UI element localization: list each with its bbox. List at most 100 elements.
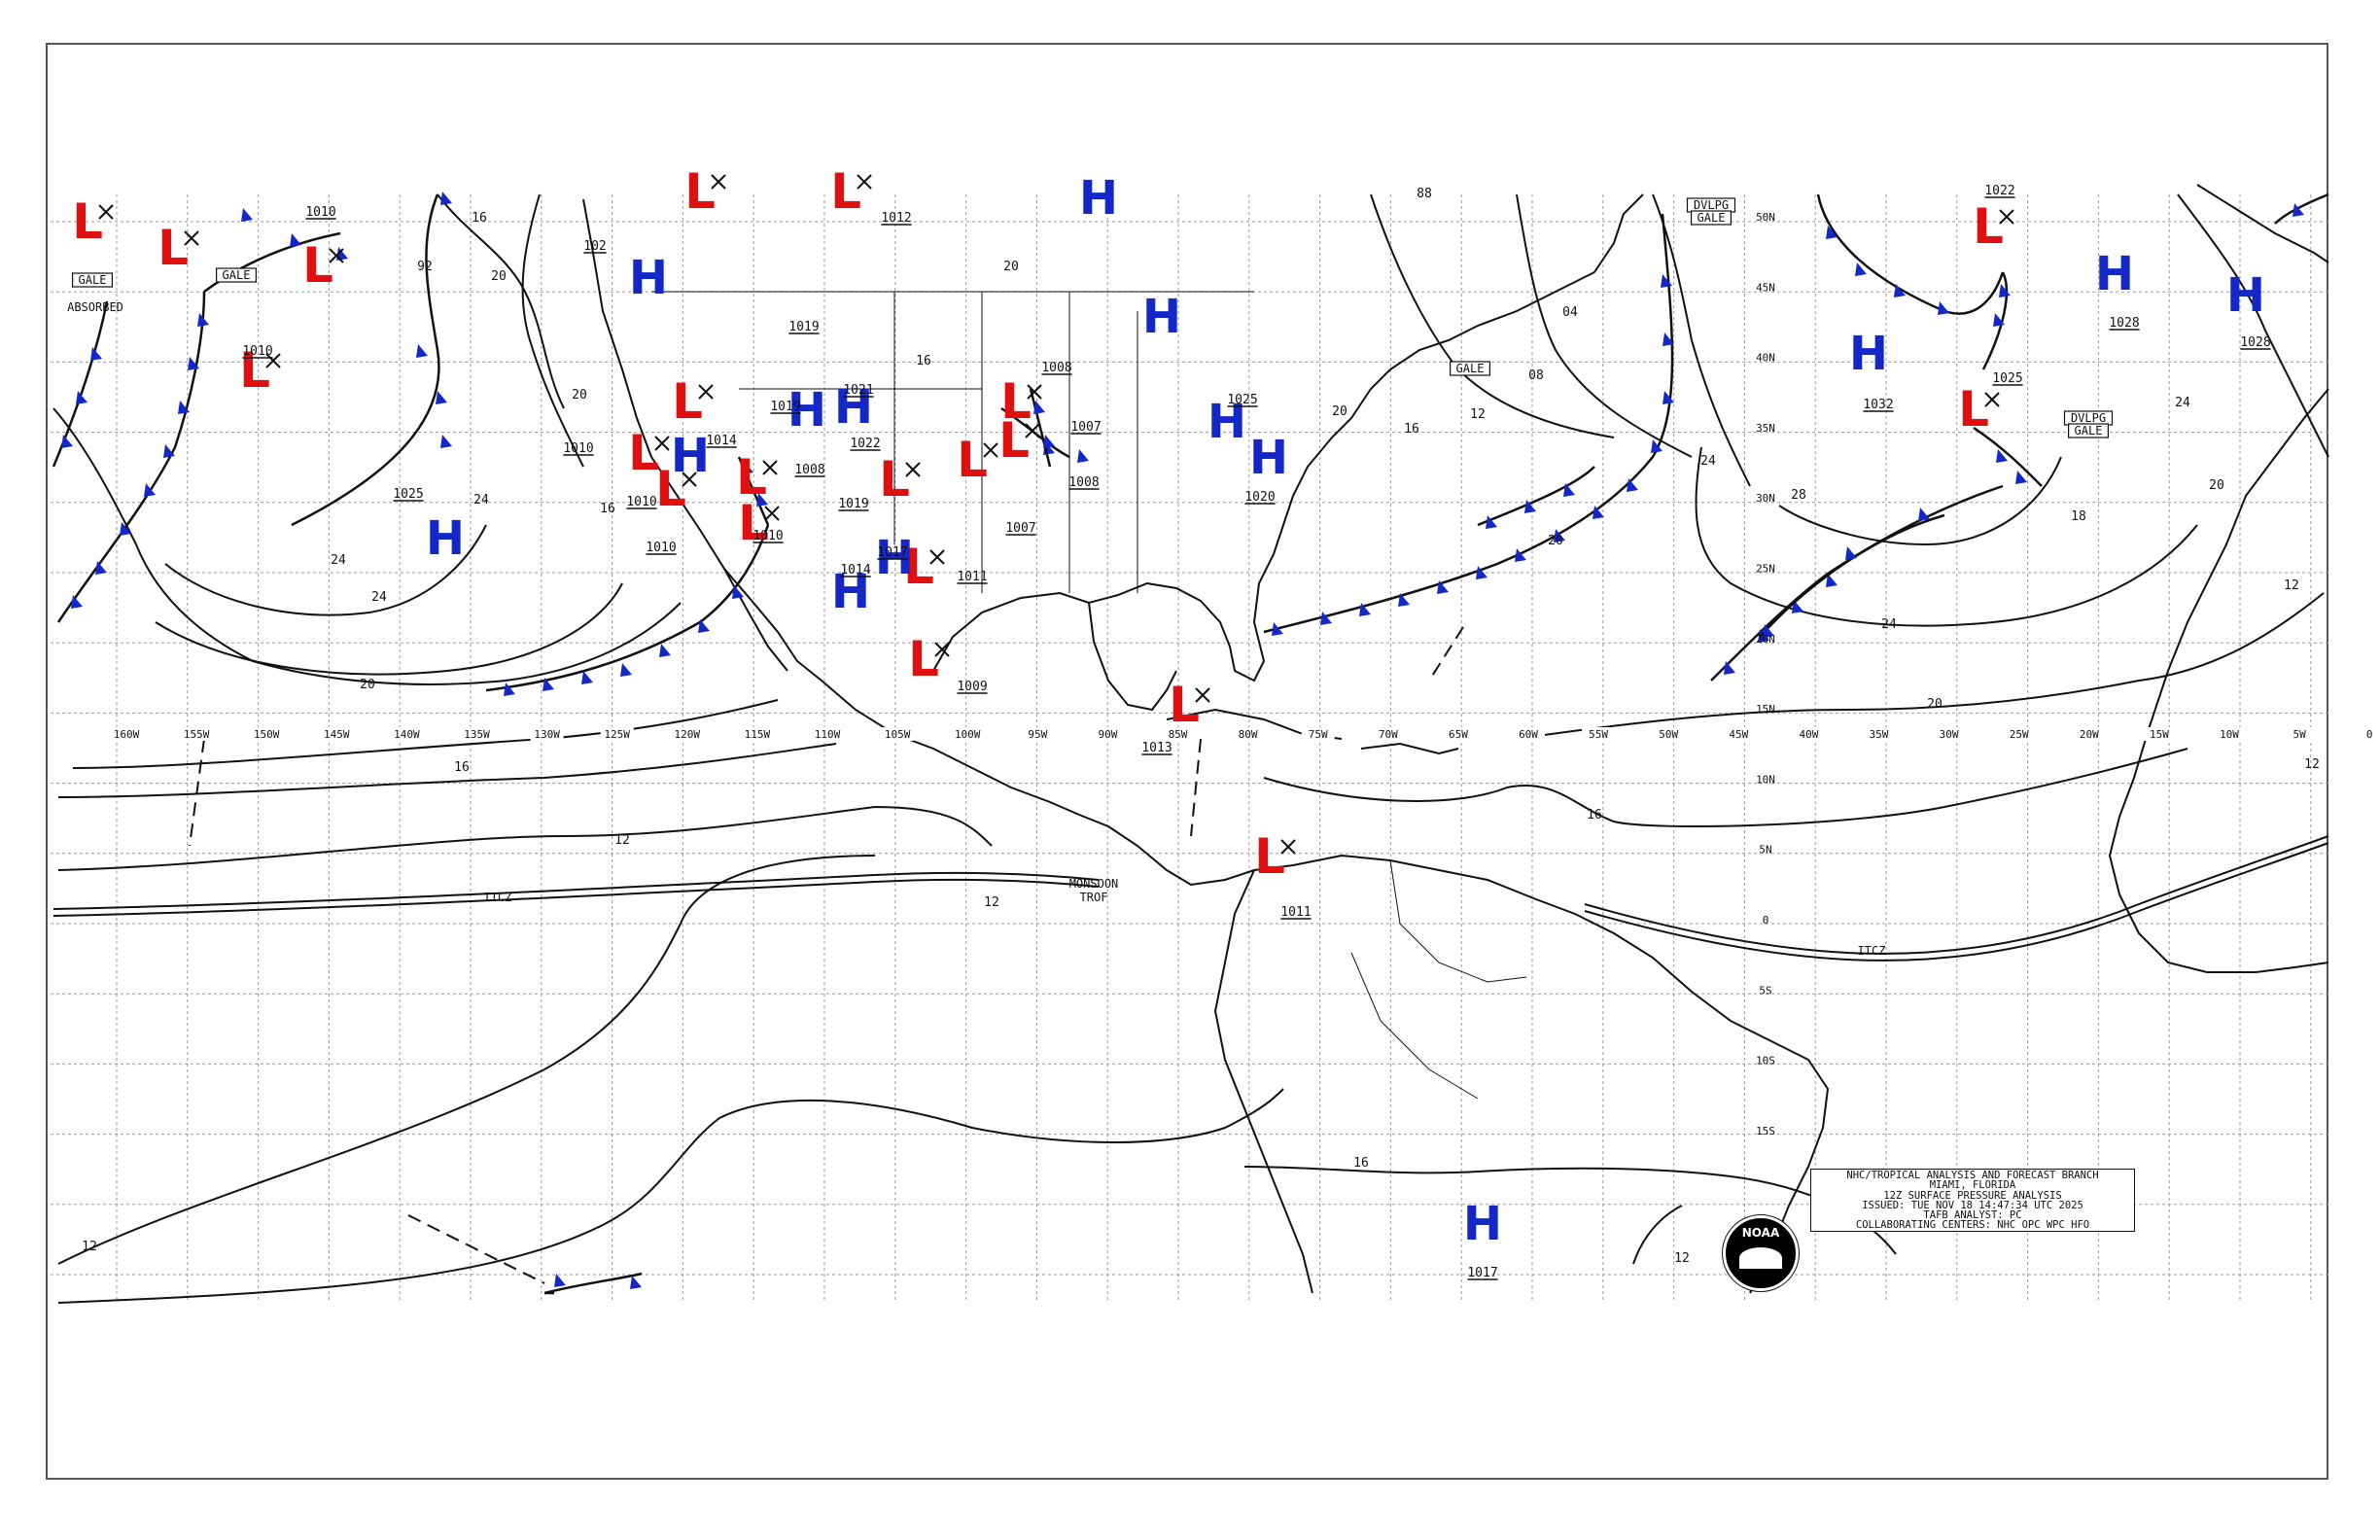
- lat-label: 45N: [1756, 281, 1775, 294]
- high-pressure-center: H: [2226, 268, 2265, 323]
- low-pressure-center: L: [302, 237, 333, 294]
- central-pressure: 1009: [957, 680, 987, 694]
- lon-label-box: [951, 727, 985, 741]
- cold-front-mark: [581, 671, 593, 684]
- feature-label: ABSORBED: [67, 300, 123, 314]
- lon-label: 95W: [1028, 728, 1047, 741]
- lon-label-box: [1371, 727, 1405, 741]
- lon-label: 60W: [1519, 728, 1538, 741]
- isobar-value: 12: [82, 1240, 97, 1254]
- lat-label: 15S: [1756, 1125, 1775, 1138]
- feature-label: MONSOON: [1069, 877, 1119, 891]
- lon-label: 0: [2366, 728, 2373, 741]
- low-pressure-center: L: [903, 539, 934, 595]
- central-pressure: 1025: [1992, 371, 2022, 386]
- lon-label-box: [2002, 727, 2036, 741]
- high-pressure-center: H: [834, 380, 873, 435]
- label-box: [1690, 210, 1732, 226]
- itcz-monsoon-trough: [52, 835, 2329, 962]
- coastlines: [582, 184, 2329, 1294]
- high-pressure-center: H: [1849, 327, 1888, 381]
- low-center-marker: [857, 174, 872, 190]
- isobar-value: 16: [1587, 808, 1602, 822]
- lon-label-box: [250, 727, 284, 741]
- isobar-value: 20: [1332, 404, 1348, 419]
- lon-label-box: [600, 727, 634, 741]
- cold-front-mark: [178, 401, 190, 414]
- cold-front-mark: [620, 663, 632, 677]
- isobar-value: 24: [473, 493, 489, 508]
- central-pressure: 1025: [1227, 393, 1257, 407]
- isobar-value: 20: [1003, 260, 1019, 274]
- cold-front-mark: [1999, 284, 2011, 298]
- cold-front-mark: [1661, 274, 1672, 288]
- map-frame: [46, 43, 2328, 1480]
- isobar-value: 28: [1791, 488, 1806, 503]
- boxed-label: GALE: [1456, 362, 1485, 375]
- lon-label-box: [2283, 727, 2317, 741]
- cold-front-mark: [659, 644, 671, 657]
- low-center-marker: [934, 642, 950, 657]
- central-pressure: 1010: [242, 344, 272, 359]
- lon-label: 10W: [2220, 728, 2239, 741]
- isobar-value: 12: [1470, 407, 1486, 422]
- lon-label-box: [881, 727, 915, 741]
- lon-label: 55W: [1589, 728, 1608, 741]
- high-pressure-center: H: [831, 565, 870, 619]
- low-pressure-center: L: [908, 631, 939, 687]
- central-pressure: 1008: [794, 463, 824, 477]
- lon-label: 75W: [1309, 728, 1328, 741]
- lon-label: 135W: [464, 728, 490, 741]
- lon-label-box: [1932, 727, 1966, 741]
- title-line-4: ISSUED: TUE NOV 18 14:47:34 UTC 2025: [1862, 1199, 2083, 1211]
- low-pressure-center: L: [1000, 373, 1032, 430]
- cold-front-mark: [1894, 284, 1906, 298]
- noaa-logo-text: NOAA: [1741, 1226, 1780, 1240]
- title-line-6: COLLABORATING CENTERS: NHC OPC WPC HFO: [1855, 1219, 2090, 1232]
- warm-front-line: [1981, 271, 2009, 370]
- cold-front-mark: [1855, 262, 1867, 276]
- noaa-bird-icon: [1739, 1247, 1782, 1269]
- lat-label: 5N: [1759, 844, 1771, 857]
- lon-label: 80W: [1239, 728, 1258, 741]
- lon-label-box: [1512, 727, 1545, 741]
- lon-label-box: [180, 727, 214, 741]
- isobar-value: 24: [1881, 617, 1897, 632]
- low-center-marker: [1027, 384, 1042, 400]
- lon-label-box: [670, 727, 704, 741]
- lon-label: 115W: [745, 728, 771, 741]
- high-pressure-center: H: [671, 429, 710, 483]
- lat-label: 15N: [1756, 703, 1775, 716]
- lon-label-box: [1301, 727, 1335, 741]
- low-center-marker: [983, 442, 998, 458]
- cold-front-mark: [1938, 301, 1949, 315]
- warm-front-line: [1759, 513, 1945, 638]
- lon-label-box: [1441, 727, 1475, 741]
- isobar-value: 20: [491, 269, 507, 284]
- cold-front-mark: [1486, 515, 1497, 529]
- high-pressure-center: H: [426, 511, 465, 566]
- lon-label: 35W: [1870, 728, 1889, 741]
- isobar-value: 24: [2175, 396, 2190, 410]
- isobar-value: 12: [2284, 578, 2299, 593]
- high-pressure-center: H: [629, 251, 668, 305]
- cold-front-mark: [120, 522, 131, 536]
- cold-front-mark: [1826, 226, 1838, 239]
- lon-label: 145W: [324, 728, 350, 741]
- cold-front-mark: [1043, 435, 1055, 448]
- lon-label-box: [2213, 727, 2246, 741]
- lon-label: 45W: [1729, 728, 1748, 741]
- lon-label-box: [1792, 727, 1826, 741]
- cold-front-mark: [1592, 506, 1604, 519]
- central-pressure: 1013: [1141, 741, 1172, 755]
- label-box: [71, 272, 113, 288]
- cold-front-mark: [732, 585, 744, 599]
- low-pressure-center: L: [628, 425, 659, 481]
- low-center-marker: [1195, 687, 1210, 703]
- cold-front-mark: [188, 357, 199, 370]
- lon-label-box: [320, 727, 354, 741]
- cold-front-mark: [1515, 548, 1526, 562]
- lon-label: 105W: [885, 728, 911, 741]
- boxed-label: GALE: [79, 273, 107, 287]
- high-pressure-center: H: [788, 383, 826, 438]
